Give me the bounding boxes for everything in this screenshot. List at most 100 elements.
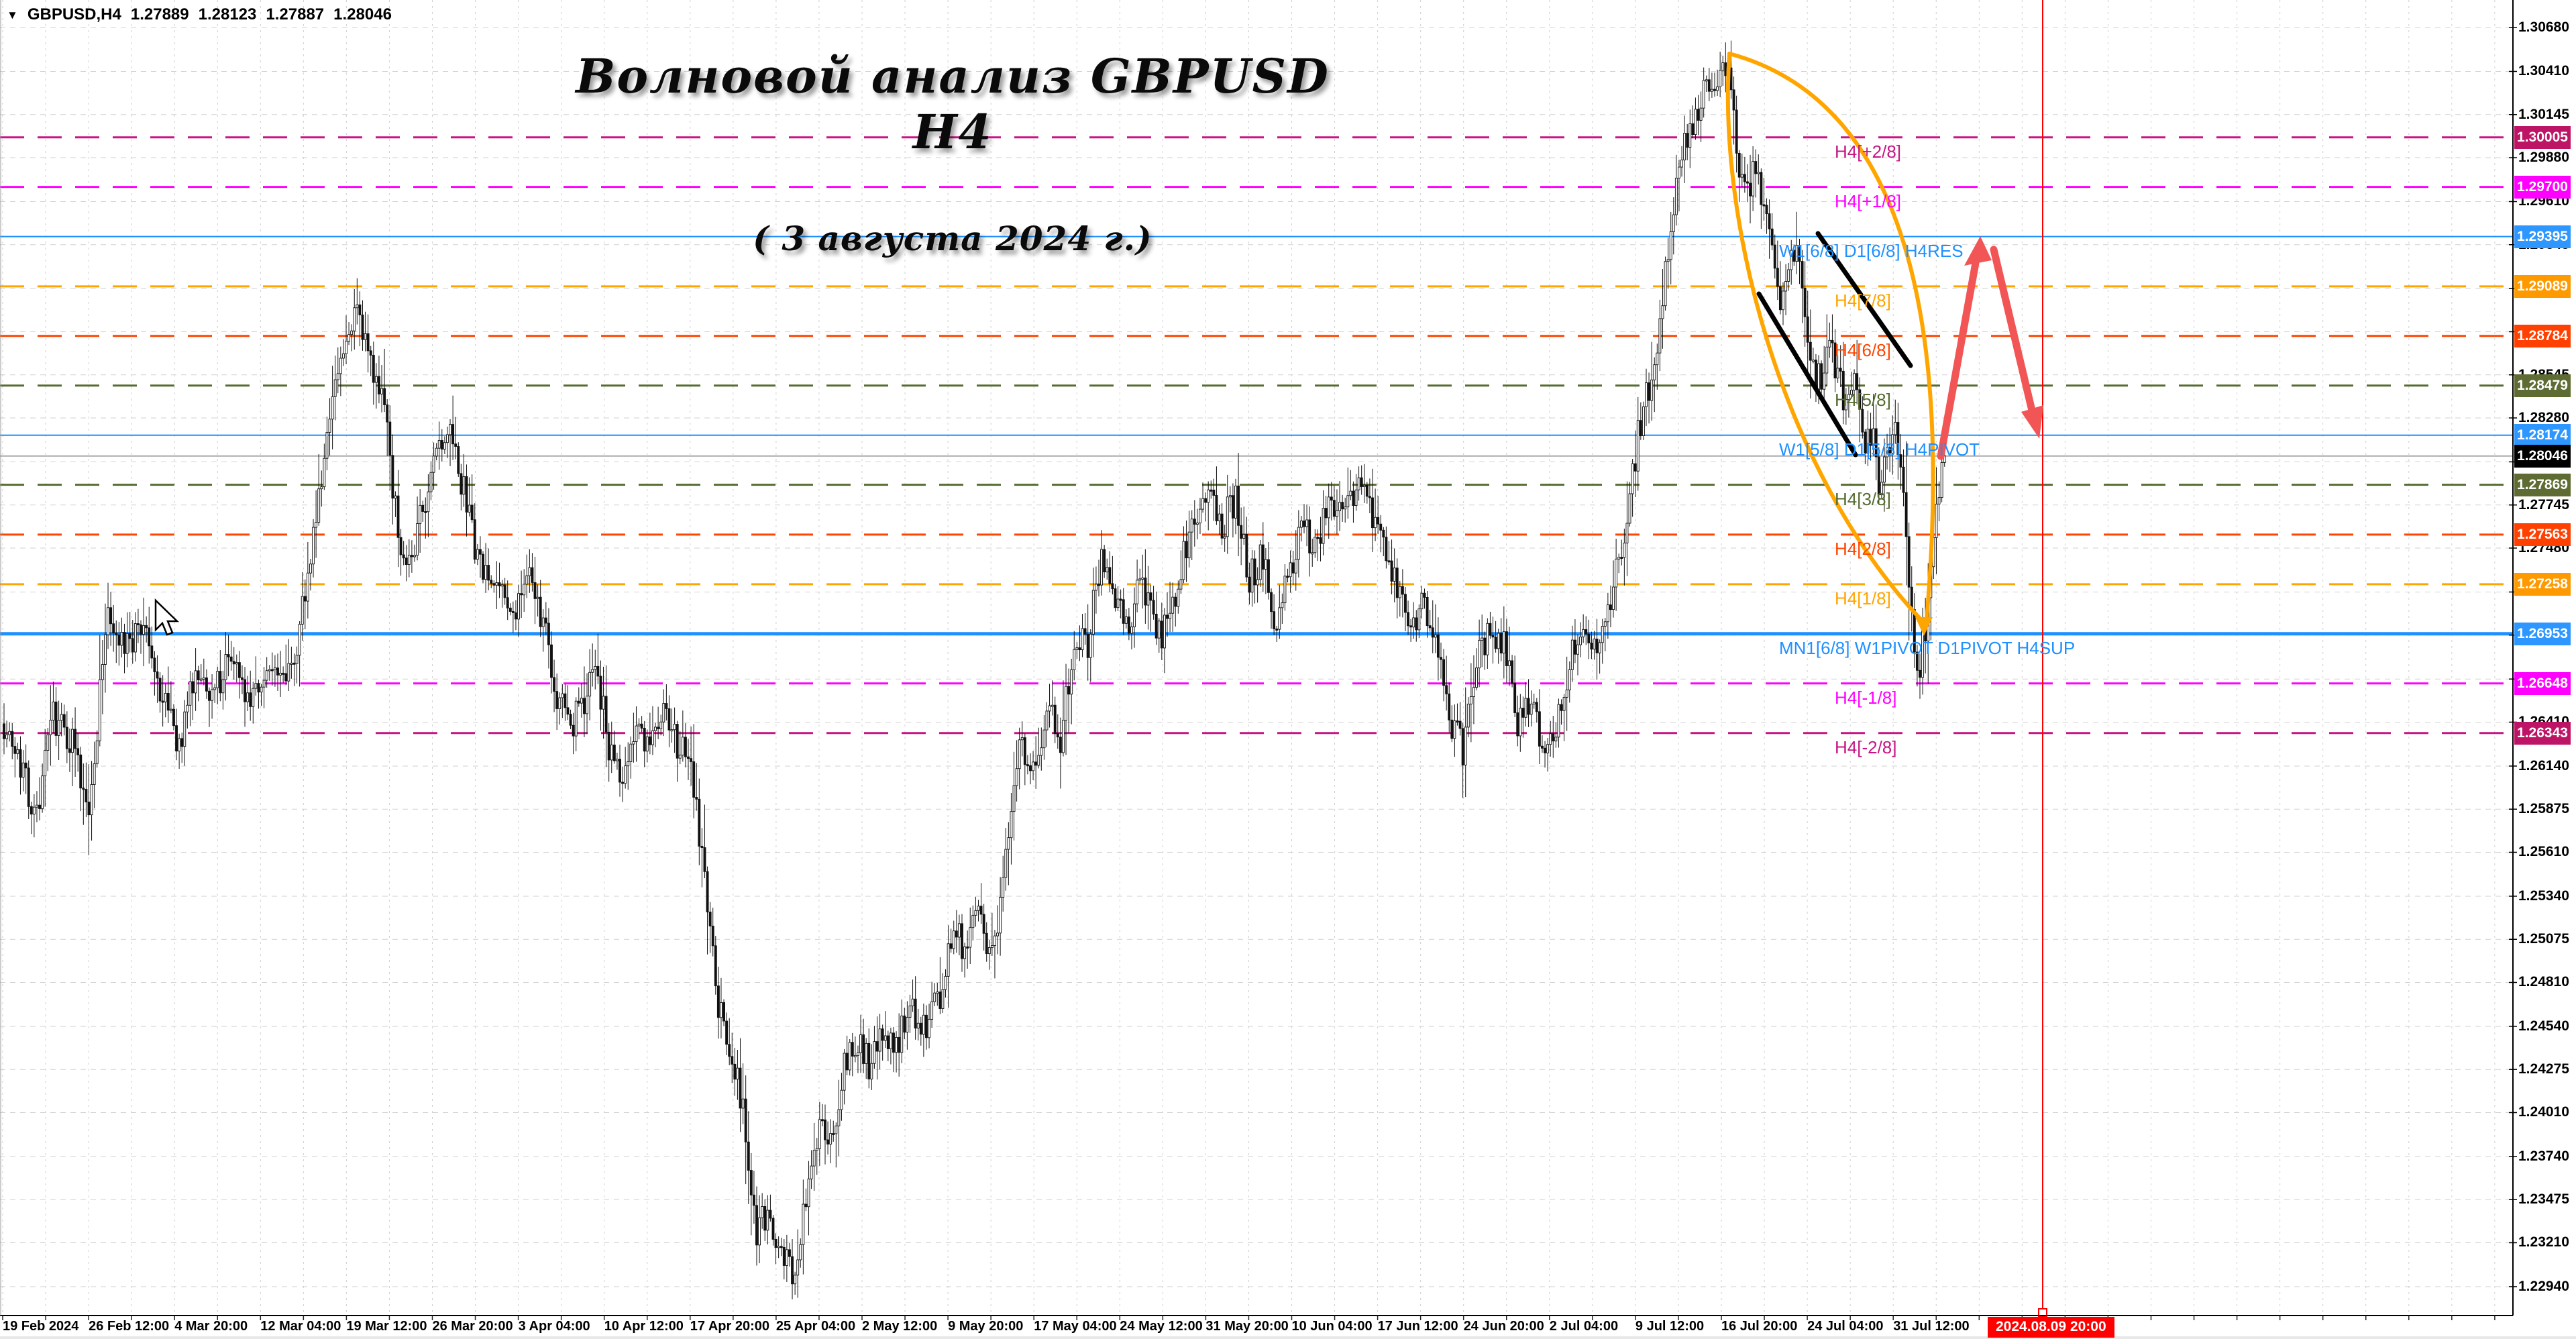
candle-body	[227, 654, 230, 657]
candle-body	[572, 725, 575, 737]
candle-body	[465, 476, 468, 513]
price-tick-label: 1.30145	[2518, 106, 2569, 122]
candle-body	[1642, 406, 1645, 436]
price-tick-label: 1.23210	[2518, 1234, 2569, 1250]
candle-body	[1242, 534, 1246, 539]
candle-body	[350, 330, 354, 335]
candle-body	[835, 1125, 838, 1134]
candle-body	[1549, 733, 1552, 745]
candle-body	[690, 758, 693, 762]
candle-body	[1174, 596, 1177, 607]
candle-body	[1253, 558, 1256, 586]
ellipse-right-arc[interactable]	[1727, 52, 1935, 621]
candle-body	[840, 1089, 843, 1110]
candle-body	[1648, 382, 1651, 401]
trend-channel-line[interactable]	[1756, 291, 1858, 458]
candle-body	[1562, 696, 1566, 711]
level-name-label: W1[6/8] D1[6/8] H4RES	[1779, 240, 1964, 261]
candle-body	[741, 1098, 745, 1109]
candle-body	[178, 738, 181, 752]
candle-body	[312, 527, 315, 565]
candle-body	[1240, 525, 1243, 539]
candle-body	[57, 720, 60, 736]
candle-body	[1811, 360, 1815, 362]
candle-body	[692, 761, 696, 798]
candle-body	[8, 731, 11, 735]
candle-body	[1732, 89, 1735, 111]
candle-body	[1081, 628, 1084, 651]
candle-body	[482, 553, 484, 580]
candle-body	[454, 443, 458, 447]
candle-body	[1114, 588, 1117, 608]
candle-body	[1141, 578, 1144, 580]
level-name-label: H4[-1/8]	[1835, 687, 1897, 708]
candle-body	[279, 672, 282, 676]
candle-body	[1051, 704, 1054, 707]
candle-body	[1261, 544, 1265, 570]
candle-body	[1494, 637, 1497, 649]
candle-body	[703, 847, 706, 872]
candle-body	[722, 1002, 725, 1022]
candle-body	[65, 727, 68, 749]
level-name-label: MN1[6/8] W1PIVOT D1PIVOT H4SUP	[1779, 637, 2076, 658]
candle-body	[1809, 341, 1812, 361]
time-tick-label: 19 Feb 2024	[3, 1319, 79, 1334]
candle-body	[731, 1056, 734, 1065]
candle-body	[353, 307, 356, 331]
level-name-label: H4[6/8]	[1835, 339, 1891, 360]
candle-body	[60, 714, 63, 721]
candle-body	[1617, 557, 1621, 559]
candle-body	[1234, 485, 1237, 519]
candle-body	[197, 670, 200, 681]
candle-body	[1157, 621, 1161, 639]
candle-body	[558, 697, 561, 709]
candle-body	[533, 582, 537, 599]
candle-body	[990, 945, 994, 948]
candle-body	[632, 741, 635, 745]
forecast-arrow-up[interactable]	[1937, 259, 1980, 460]
candle-body	[358, 304, 362, 315]
candle-body	[515, 612, 517, 620]
symbol-dropdown-icon[interactable]: ▼	[7, 8, 18, 21]
candle-body	[328, 419, 331, 433]
forecast-arrow-down[interactable]	[1990, 246, 2037, 417]
ellipse-left-arc[interactable]	[1725, 52, 1922, 621]
candle-body	[317, 488, 321, 523]
candle-body	[1453, 720, 1456, 739]
candle-body	[994, 935, 996, 946]
candle-body	[1521, 708, 1525, 718]
candle-body	[1669, 231, 1672, 260]
candle-body	[1716, 87, 1719, 91]
candle-body	[1752, 161, 1755, 197]
candle-body	[284, 673, 288, 682]
candle-body	[1546, 744, 1550, 753]
candle-body	[1059, 737, 1062, 753]
candle-body	[654, 727, 657, 731]
candle-body	[1341, 502, 1344, 510]
candle-body	[857, 1052, 859, 1056]
candle-body	[848, 1042, 851, 1071]
candle-body	[1593, 639, 1596, 650]
candle-body	[952, 930, 955, 949]
candle-body	[635, 725, 638, 742]
candle-body	[1606, 604, 1609, 623]
candle-body	[1354, 489, 1358, 506]
price-level-badge: 1.30005	[2514, 125, 2571, 149]
candle-body	[845, 1053, 849, 1071]
candle-body	[771, 1218, 775, 1240]
candle-body	[476, 549, 479, 560]
candle-body	[345, 341, 347, 354]
candle-body	[955, 930, 958, 938]
candle-body	[1847, 394, 1850, 400]
level-name-label: H4[5/8]	[1835, 389, 1891, 410]
candle-body	[716, 985, 720, 1018]
candle-body	[1448, 693, 1451, 720]
candle-body	[386, 404, 389, 423]
candle-body	[1002, 877, 1005, 898]
candle-body	[1899, 454, 1902, 468]
trend-channel-line[interactable]	[1815, 231, 1913, 368]
candle-body	[1177, 588, 1180, 607]
candle-body	[1841, 370, 1845, 411]
